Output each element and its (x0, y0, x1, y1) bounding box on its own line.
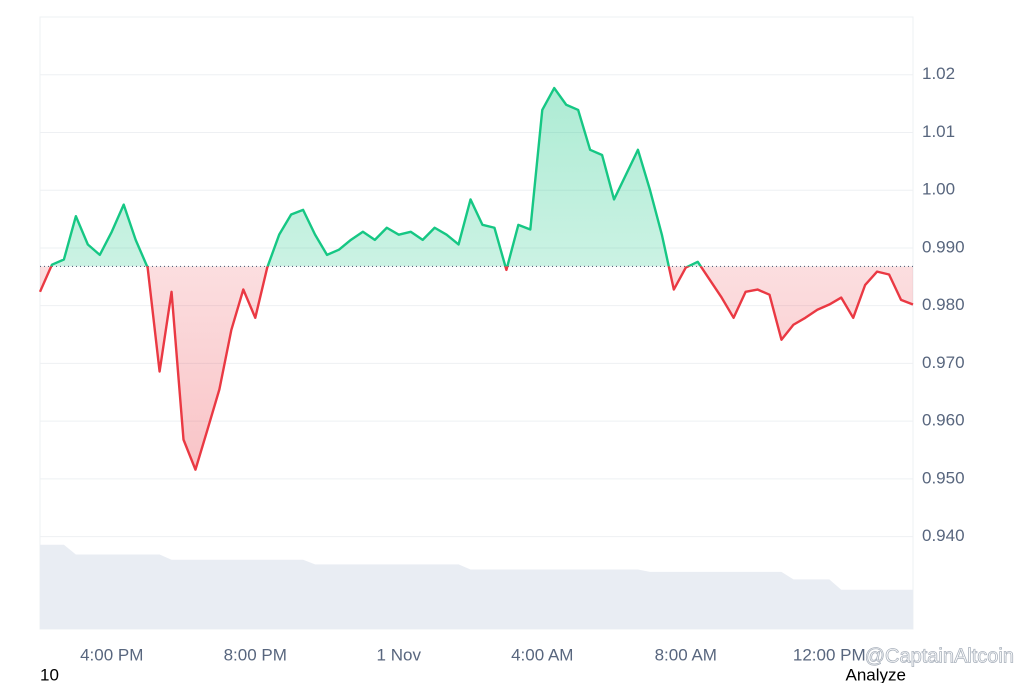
volume-area (40, 544, 913, 629)
y-tick-label: 0.970 (922, 353, 965, 372)
y-tick-label: 1.02 (922, 64, 955, 83)
y-tick-label: 0.940 (922, 526, 965, 545)
y-tick-label: 0.990 (922, 237, 965, 256)
y-tick-label: 1.01 (922, 122, 955, 141)
price-line-down (38, 266, 914, 471)
area-down (40, 266, 913, 470)
footer-right[interactable]: Analyze (846, 665, 906, 683)
y-tick-label: 0.980 (922, 295, 965, 314)
x-tick-label: 4:00 PM (80, 645, 143, 664)
watermark: @CaptainAltcoin (865, 645, 1014, 667)
price-line-up (49, 86, 703, 267)
y-tick-label: 0.960 (922, 411, 965, 430)
x-tick-label: 12:00 PM (793, 645, 866, 664)
area-up (51, 88, 701, 267)
x-tick-label: 4:00 AM (511, 645, 573, 664)
x-tick-label: 8:00 PM (224, 645, 287, 664)
footer-left: 10 (40, 665, 59, 683)
x-tick-label: 8:00 AM (655, 645, 717, 664)
y-tick-label: 0.950 (922, 468, 965, 487)
x-tick-label: 1 Nov (377, 645, 422, 664)
y-tick-label: 1.00 (922, 180, 955, 199)
